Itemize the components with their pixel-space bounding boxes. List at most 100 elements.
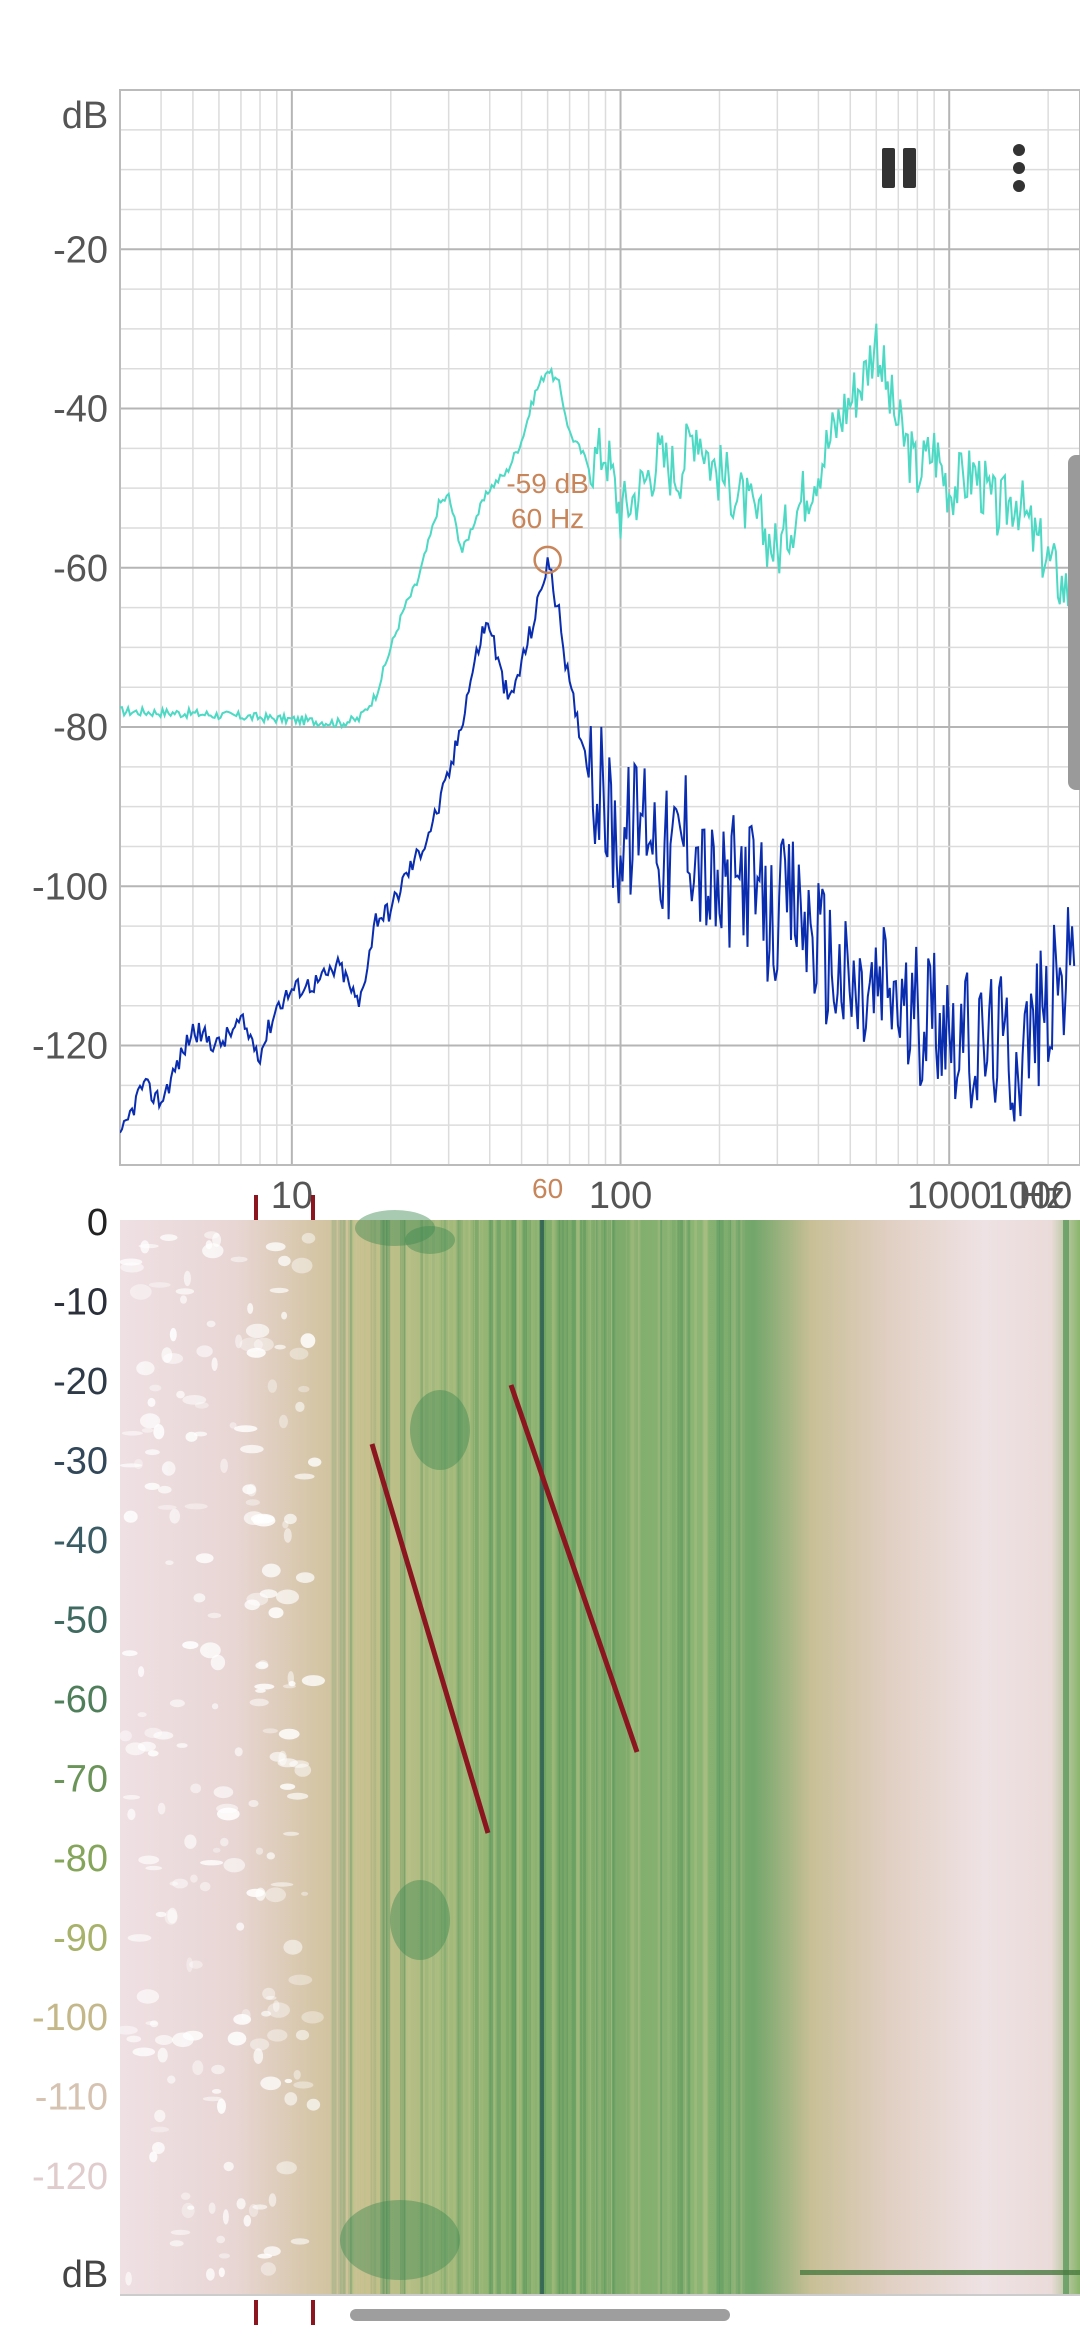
- spectrogram-streak: [702, 1220, 708, 2295]
- spectrogram-streak: [562, 1220, 566, 2295]
- spectrogram-speckle: [246, 1347, 266, 1358]
- spectrogram-streak: [672, 1220, 676, 2295]
- spectrogram-speckle: [190, 1783, 202, 1794]
- spectrogram-speckle: [245, 1323, 270, 1339]
- spectrogram-speckle: [144, 1482, 160, 1490]
- spectrum-y-axis: -20 -40 -60 -80 -100 -120: [32, 229, 108, 1067]
- spectrogram-speckle: [233, 2014, 252, 2025]
- more-options-button[interactable]: More options: [1013, 144, 1025, 192]
- spectrogram-speckle: [291, 1257, 313, 1274]
- spectrogram-speckle: [184, 1834, 197, 1849]
- spectrogram-speckle: [284, 1513, 297, 1525]
- spectrogram-streak: [580, 1220, 582, 2295]
- spectrogram-streak: [458, 1220, 463, 2295]
- spectrogram-speckle: [283, 1831, 300, 1836]
- y-tick-label: -60: [53, 548, 108, 590]
- spectrogram-plot[interactable]: 0 -10 -20 -30 -40 -50 -60 -70 -80 -90 -100 -110 -120…: [32, 1195, 1080, 2325]
- spectrogram-streak: [607, 1220, 612, 2295]
- spectrogram-speckle: [157, 1505, 177, 1510]
- spectrogram-speckle: [220, 1458, 229, 1474]
- spectrogram-speckle: [262, 1728, 278, 1734]
- spectrogram-speckle: [172, 2032, 194, 2048]
- spectrogram-speckle: [216, 1807, 240, 1821]
- spectrogram-speckle: [283, 1939, 303, 1955]
- pause-icon: [882, 148, 916, 188]
- spectrogram-streak: [597, 1220, 602, 2295]
- spectrum-grid: [119, 89, 1080, 1166]
- spectrogram-speckle: [147, 1750, 159, 1757]
- spectrogram-streak: [401, 1220, 406, 2295]
- spectrogram-streak: [555, 1220, 560, 2295]
- spectrogram-streak: [453, 1220, 459, 2295]
- spectrogram-speckle: [280, 1783, 296, 1790]
- spectrogram-speckle: [195, 1553, 214, 1564]
- spectrogram-speckle: [125, 1742, 146, 1756]
- spectrogram-streak: [542, 1220, 547, 2295]
- spectrogram-streak: [493, 1220, 495, 2295]
- spectrogram-speckle: [176, 1743, 188, 1748]
- spectrogram-speckle: [235, 1334, 243, 1349]
- spectrogram-streak: [555, 1220, 558, 2295]
- spectrogram-speckle: [149, 2020, 159, 2028]
- spectrogram-streak: [375, 1220, 378, 2295]
- spectrogram-streak: [728, 1220, 731, 2295]
- spectrogram-streak: [475, 1220, 479, 2295]
- spectrogram-streak: [590, 1220, 592, 2295]
- spectrogram-streaks: [114, 1210, 1080, 2295]
- spectrogram-speckle: [153, 1424, 165, 1440]
- peak-marker[interactable]: -59 dB 60 Hz 60: [506, 468, 589, 1204]
- spectrogram-streak: [474, 1220, 479, 2295]
- y-tick-label: -80: [53, 707, 108, 749]
- spectrogram-streak: [611, 1220, 612, 2295]
- spectrogram-speckle: [153, 1731, 174, 1740]
- spectrogram-speckle: [262, 1987, 276, 2000]
- spectrogram-speckle: [265, 1887, 286, 1903]
- spectrogram-streak: [735, 1220, 740, 2295]
- spectrogram-speckle: [194, 1402, 209, 1409]
- spectrogram-streak: [733, 1220, 737, 2295]
- x-tick-label: 1000: [907, 1175, 992, 1217]
- spectrogram-speckle: [290, 2238, 310, 2245]
- spectrogram-speckle: [163, 1353, 184, 1364]
- spectrogram-streak: [740, 1220, 746, 2295]
- spectrogram-streak: [629, 1220, 635, 2295]
- spectrogram-speckle: [123, 1510, 138, 1523]
- spectrogram-speckle: [145, 1449, 160, 1456]
- spectrogram-speckle: [176, 1390, 185, 1399]
- home-indicator[interactable]: [350, 2309, 730, 2321]
- spectrogram-streak: [340, 1220, 342, 2295]
- spectrogram-speckle: [210, 1654, 226, 1671]
- spectrogram-speckle: [260, 2076, 282, 2091]
- spectrogram-y-tick-label: -90: [53, 1918, 108, 1960]
- spectrogram-speckle: [206, 1320, 216, 1328]
- spectrogram-y-tick-label: -10: [53, 1282, 108, 1324]
- spectrogram-speckle: [119, 1463, 143, 1468]
- spectrogram-blob: [405, 1226, 455, 1254]
- spectrogram-speckle: [170, 2229, 191, 2235]
- spectrogram-speckle: [245, 1499, 260, 1506]
- spectrogram-speckle: [122, 1650, 138, 1657]
- spectrogram-speckle: [269, 1287, 289, 1294]
- spectrogram-streak: [606, 1220, 609, 2295]
- spectrogram-speckle: [169, 1327, 177, 1342]
- spectrogram-speckle: [169, 1881, 179, 1886]
- spectrogram-streak: [442, 1220, 447, 2295]
- spectrogram-blob: [390, 1880, 450, 1960]
- side-panel-handle[interactable]: [1068, 455, 1080, 790]
- spectrogram-streak: [342, 1220, 346, 2295]
- spectrogram-speckle: [208, 2202, 216, 2214]
- spectrogram-streak: [468, 1220, 470, 2295]
- spectrogram-streak: [576, 1220, 580, 2295]
- spectrogram-streak: [682, 1220, 688, 2295]
- spectrogram-streak: [565, 1220, 568, 2295]
- spectrogram-streak: [456, 1220, 460, 2295]
- spectrogram-streak: [386, 1220, 391, 2295]
- pause-button[interactable]: Pause: [882, 148, 916, 188]
- spectrogram-speckle: [206, 2268, 215, 2281]
- spectrogram-speckle: [148, 1282, 171, 1288]
- spectrogram-speckle: [261, 2010, 272, 2017]
- spectrogram-streak: [660, 1220, 663, 2295]
- spectrogram-streak: [731, 1220, 734, 2295]
- spectrogram-speckle: [288, 1974, 313, 1986]
